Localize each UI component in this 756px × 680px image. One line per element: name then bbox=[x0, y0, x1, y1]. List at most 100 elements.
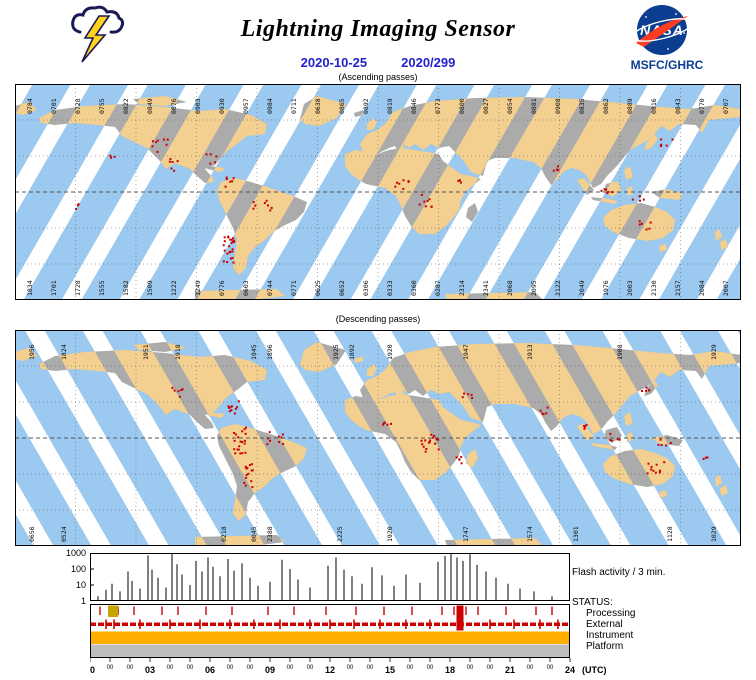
svg-text:09: 09 bbox=[265, 665, 275, 675]
svg-text:1747: 1747 bbox=[462, 526, 470, 542]
svg-text:2007: 2007 bbox=[722, 280, 730, 296]
svg-text:0835: 0835 bbox=[578, 98, 586, 114]
svg-text:0652: 0652 bbox=[338, 280, 346, 296]
svg-text:1728: 1728 bbox=[74, 280, 82, 296]
date-line: 2020-10-25 2020/299 bbox=[0, 55, 756, 70]
svg-text:2049: 2049 bbox=[578, 280, 586, 296]
time-axis-container: 00 00 00 03 00 00 06 00 00 09 00 00 12 00 00 15 00 00 18 00… bbox=[85, 658, 610, 678]
day-of-year-link[interactable]: 2020/299 bbox=[401, 55, 456, 70]
svg-text:0908: 0908 bbox=[554, 98, 562, 114]
svg-text:00: 00 bbox=[547, 665, 554, 671]
svg-text:0755: 0755 bbox=[98, 98, 106, 114]
svg-text:0930: 0930 bbox=[218, 98, 226, 114]
svg-text:1951: 1951 bbox=[142, 344, 150, 360]
svg-text:0711: 0711 bbox=[290, 98, 298, 114]
svg-text:2157: 2157 bbox=[674, 280, 682, 296]
svg-text:0287: 0287 bbox=[434, 280, 442, 296]
svg-text:0744: 0744 bbox=[266, 280, 274, 296]
svg-text:1918: 1918 bbox=[174, 344, 182, 360]
instrument-status-bar bbox=[90, 631, 570, 644]
flash-activity-label: Flash activity / 3 min. bbox=[572, 567, 666, 578]
svg-text:0707: 0707 bbox=[722, 98, 730, 114]
svg-text:1908: 1908 bbox=[616, 344, 624, 360]
svg-text:00: 00 bbox=[347, 665, 354, 671]
svg-text:1834: 1834 bbox=[26, 280, 34, 296]
svg-text:2084: 2084 bbox=[698, 280, 706, 296]
svg-text:00: 00 bbox=[247, 665, 254, 671]
svg-text:0843: 0843 bbox=[674, 98, 682, 114]
svg-text:0770: 0770 bbox=[698, 98, 706, 114]
svg-text:0625: 0625 bbox=[314, 280, 322, 296]
platform-status-bar bbox=[90, 644, 570, 658]
ascending-passes-label: (Ascending passes) bbox=[338, 72, 418, 82]
date-link[interactable]: 2020-10-25 bbox=[300, 55, 368, 70]
svg-text:0306: 0306 bbox=[362, 280, 370, 296]
svg-text:0957: 0957 bbox=[242, 98, 250, 114]
svg-text:0800: 0800 bbox=[458, 98, 466, 114]
page-title: Lightning Imaging Sensor bbox=[240, 16, 516, 42]
y-tick-100: 100 bbox=[70, 564, 86, 574]
status-row-platform: Platform bbox=[586, 641, 624, 652]
svg-text:0822: 0822 bbox=[122, 98, 130, 114]
svg-text:00: 00 bbox=[287, 665, 294, 671]
svg-text:18: 18 bbox=[445, 665, 455, 675]
status-panel bbox=[90, 604, 570, 658]
svg-text:2225: 2225 bbox=[336, 526, 344, 542]
svg-text:1582: 1582 bbox=[122, 280, 130, 296]
orbit-number-labels-bottom: 1834 1701 1728 1555 1582 1509 1222 1249 0776 0603… bbox=[26, 280, 730, 296]
status-heading: STATUS: bbox=[572, 597, 613, 608]
svg-text:1701: 1701 bbox=[50, 280, 58, 296]
svg-text:00: 00 bbox=[427, 665, 434, 671]
lightning-flash-dots bbox=[171, 386, 709, 489]
svg-text:2341: 2341 bbox=[482, 280, 490, 296]
svg-text:0846: 0846 bbox=[410, 98, 418, 114]
svg-text:24: 24 bbox=[565, 665, 575, 675]
svg-text:2388: 2388 bbox=[266, 526, 274, 542]
svg-text:0892: 0892 bbox=[362, 98, 370, 114]
svg-text:0701: 0701 bbox=[50, 98, 58, 114]
lightning-flash-dots bbox=[75, 138, 674, 264]
status-row-instrument: Instrument bbox=[586, 630, 634, 641]
svg-text:0773: 0773 bbox=[434, 98, 442, 114]
flash-activity-panel bbox=[90, 552, 570, 602]
svg-text:2003: 2003 bbox=[626, 280, 634, 296]
svg-text:1249: 1249 bbox=[194, 280, 202, 296]
graticule bbox=[15, 84, 741, 300]
svg-text:00: 00 bbox=[167, 665, 174, 671]
status-row-external: External bbox=[586, 619, 623, 630]
svg-text:06: 06 bbox=[205, 665, 215, 675]
graticule bbox=[15, 330, 741, 546]
svg-text:0827: 0827 bbox=[482, 98, 490, 114]
svg-text:0656: 0656 bbox=[28, 526, 36, 542]
svg-text:12: 12 bbox=[325, 665, 335, 675]
orbit-number-labels-top: 0784 0701 0728 0755 0822 0849 0876 0903 0930 0957… bbox=[26, 98, 730, 114]
svg-text:0784: 0784 bbox=[26, 98, 34, 114]
svg-text:1509: 1509 bbox=[146, 280, 154, 296]
svg-text:0728: 0728 bbox=[74, 98, 82, 114]
time-axis: 00 00 00 03 00 00 06 00 00 09 00 00 12 00 00 15 00 00 18 00… bbox=[85, 658, 607, 675]
svg-text:1925: 1925 bbox=[332, 344, 340, 360]
svg-text:1029: 1029 bbox=[710, 526, 718, 542]
msfc-ghrc-link[interactable]: MSFC/GHRC bbox=[630, 58, 704, 72]
svg-text:0771: 0771 bbox=[290, 280, 298, 296]
nasa-logo[interactable]: NASA bbox=[626, 3, 698, 59]
svg-text:0854: 0854 bbox=[506, 98, 514, 114]
y-tick-1: 1 bbox=[80, 596, 86, 606]
svg-text:2314: 2314 bbox=[458, 280, 466, 296]
svg-text:0816: 0816 bbox=[650, 98, 658, 114]
svg-text:0865: 0865 bbox=[338, 98, 346, 114]
svg-text:0876: 0876 bbox=[170, 98, 178, 114]
descending-passes-label: (Descending passes) bbox=[335, 314, 421, 324]
svg-text:1945: 1945 bbox=[250, 344, 258, 360]
svg-text:00: 00 bbox=[487, 665, 494, 671]
orbit-number-labels-top: 1956 1824 1951 1918 1945 1896 1925 1892 1920 1947… bbox=[28, 344, 718, 360]
y-tick-10: 10 bbox=[75, 580, 86, 590]
svg-text:1913: 1913 bbox=[526, 344, 534, 360]
svg-text:0819: 0819 bbox=[386, 98, 394, 114]
svg-text:0984: 0984 bbox=[266, 98, 274, 114]
svg-text:0218: 0218 bbox=[220, 526, 228, 542]
svg-text:2068: 2068 bbox=[506, 280, 514, 296]
lightning-cloud-icon bbox=[71, 5, 125, 63]
